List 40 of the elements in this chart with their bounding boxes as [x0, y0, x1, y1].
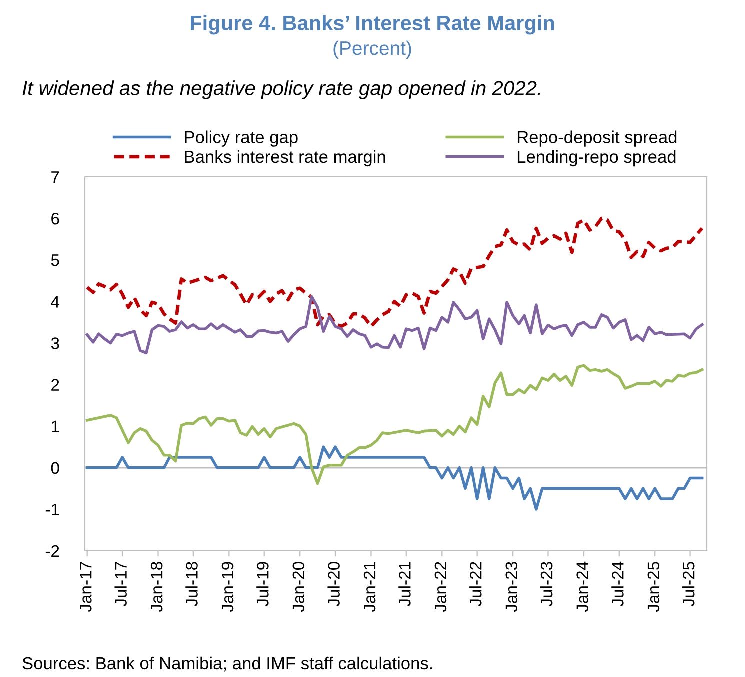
- legend-label: Banks interest rate margin: [185, 150, 386, 167]
- x-tick-label: Jan-23: [506, 562, 518, 612]
- x-tick-label: Jan-18: [150, 562, 163, 612]
- y-tick-label: 0: [51, 462, 60, 474]
- x-tick-label: Jul-21: [398, 562, 411, 607]
- chart-title: Figure 4. Banks’ Interest Rate Margin: [190, 15, 554, 35]
- x-tick-label: Jan-22: [434, 562, 447, 612]
- y-tick-label: 3: [51, 338, 60, 350]
- x-tick-label: Jan-19: [222, 562, 234, 612]
- x-tick-label: Jan-24: [576, 562, 588, 612]
- x-tick-label: Jan-25: [648, 562, 660, 612]
- x-tick-label: Jul-19: [256, 562, 269, 607]
- x-tick-label: Jul-24: [612, 562, 624, 607]
- y-tick-label: 7: [52, 172, 60, 184]
- y-tick-label: 4: [51, 296, 60, 308]
- source-note: Sources: Bank of Namibia; and IMF staff calculations.: [22, 656, 432, 672]
- x-tick-label: Jul-18: [186, 562, 198, 607]
- x-tick-label: Jan-17: [80, 562, 92, 612]
- chart-subtitle: (Percent): [334, 40, 412, 60]
- y-tick-label: 1: [52, 420, 60, 432]
- line-series: [86, 364, 704, 486]
- line-series: [86, 446, 704, 511]
- text: It widened as the negative policy rate gap opened in 2022.: [22, 80, 540, 100]
- y-tick-label: -1: [46, 504, 60, 516]
- x-tick-label: Jan-21: [364, 562, 376, 612]
- legend-label: Lending-repo spread: [518, 150, 676, 167]
- x-tick-label: Jul-23: [540, 562, 553, 607]
- x-tick-label: Jul-17: [114, 562, 127, 607]
- y-tick-label: 2: [52, 379, 60, 391]
- x-tick-label: Jan-20: [292, 562, 305, 612]
- line-series: [86, 216, 704, 328]
- y-tick-label: 6: [52, 212, 60, 225]
- x-tick-label: Jul-25: [682, 562, 695, 607]
- line-series: [86, 295, 704, 355]
- y-tick-label: 5: [51, 254, 60, 266]
- legend-label: Policy rate gap: [185, 130, 298, 147]
- legend-label: Repo-deposit spread: [518, 130, 677, 147]
- y-tick-label: -2: [46, 545, 60, 558]
- x-tick-label: Jul-22: [470, 562, 482, 607]
- x-tick-label: Jul-20: [328, 562, 340, 607]
